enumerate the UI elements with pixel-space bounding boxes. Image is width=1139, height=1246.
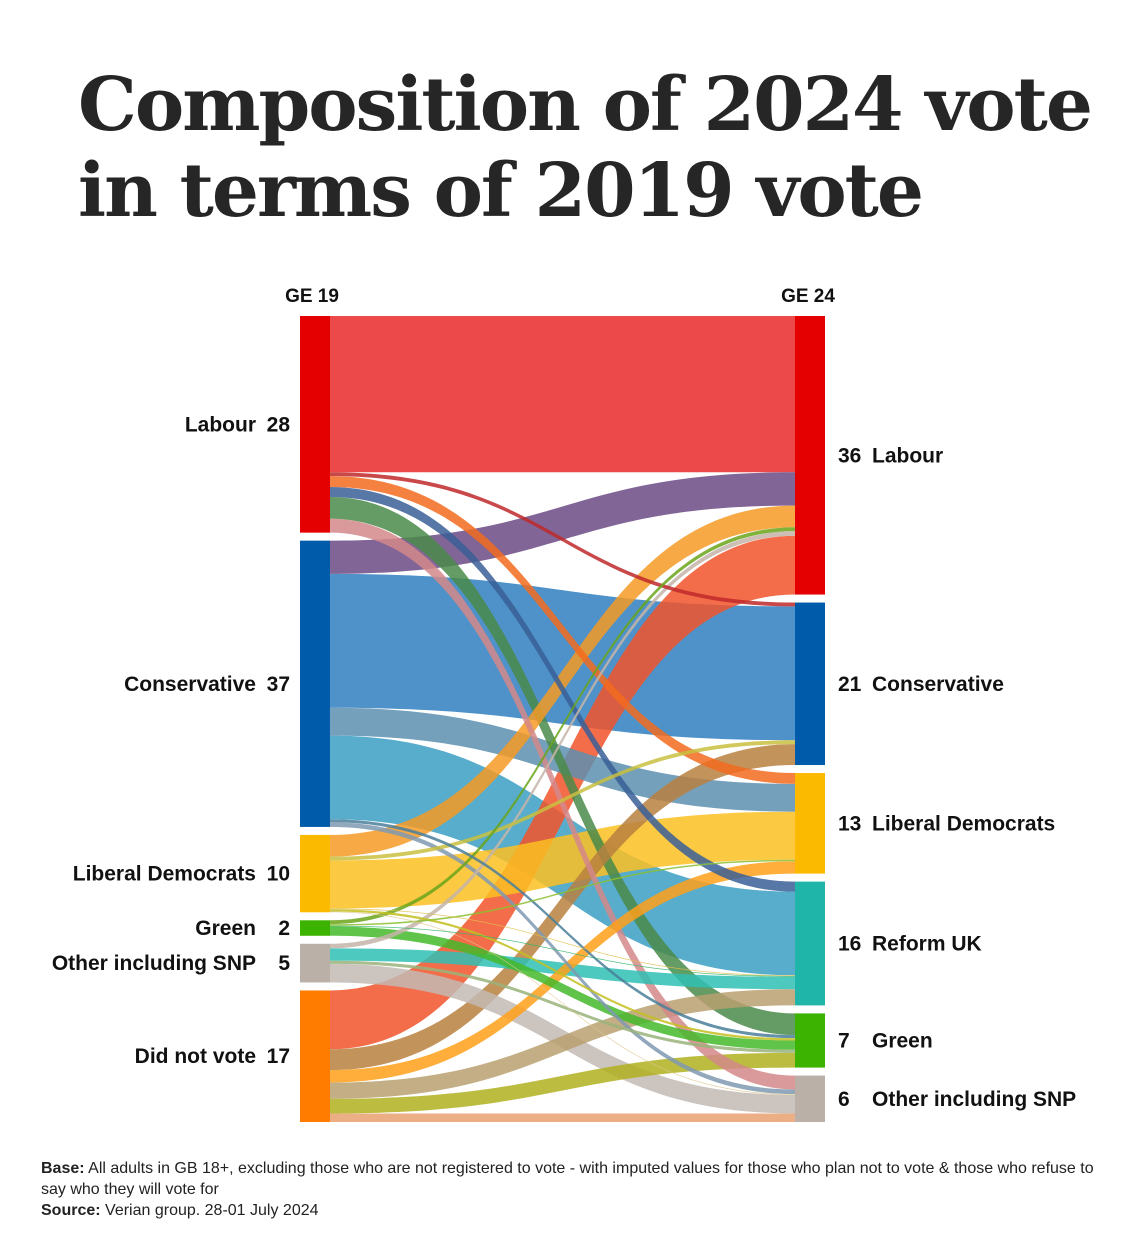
labels-layer: GE 19 GE 24 28 Labour 37 Conservative 10 Libe…	[52, 286, 1076, 1111]
left-node-other-including-snp	[300, 943, 330, 983]
left-node-value-green: 2	[278, 917, 290, 940]
flow-dnv-to-oth	[330, 1113, 795, 1122]
right-node-value-conservative: 21	[838, 673, 862, 696]
source-note: Source: Verian group. 28-01 July 2024	[41, 1200, 1101, 1221]
sankey-chart: GE 19 GE 24 28 Labour 37 Conservative 10 Libe…	[52, 286, 1076, 1122]
left-node-conservative	[300, 540, 330, 827]
right-node-value-labour: 36	[838, 444, 861, 467]
right-node-other-including-snp	[795, 1075, 825, 1122]
flow-lab-to-oth	[330, 518, 795, 1090]
flow-lab-to-lab	[330, 316, 795, 473]
flow-ld-to-ref	[330, 908, 795, 977]
flow-dnv-to-ld	[330, 861, 795, 1083]
flow-ld-to-lab	[330, 505, 795, 857]
flow-ld-to-ld	[330, 811, 795, 909]
flow-lab-to-grn	[330, 497, 795, 1036]
flow-dnv-to-grn	[330, 1052, 795, 1114]
right-node-value-other-including-snp: 6	[838, 1088, 850, 1111]
flow-dnv-to-ref	[330, 989, 795, 1099]
left-axis-header: GE 19	[285, 286, 339, 307]
base-text: All adults in GB 18+, excluding those wh…	[41, 1160, 1094, 1198]
left-node-liberal-democrats	[300, 834, 330, 913]
flow-grn-to-grn	[330, 926, 795, 1050]
flows-layer	[330, 316, 795, 1122]
flow-con-to-grn	[330, 819, 795, 1039]
left-node-green	[300, 920, 330, 936]
flow-ld-to-grn	[330, 909, 795, 1041]
left-node-label-green: Green	[195, 917, 256, 940]
source-label: Source:	[41, 1202, 101, 1219]
left-node-label-did-not-vote: Did not vote	[135, 1045, 256, 1068]
right-node-label-labour: Labour	[872, 444, 943, 467]
left-node-labour	[300, 316, 330, 533]
flow-lab-to-con	[330, 472, 795, 607]
right-node-label-liberal-democrats: Liberal Democrats	[872, 812, 1055, 835]
left-node-label-labour: Labour	[185, 413, 256, 436]
left-node-label-liberal-democrats: Liberal Democrats	[73, 863, 256, 886]
nodes-layer	[300, 316, 825, 1122]
base-note: Base: All adults in GB 18+, excluding th…	[41, 1158, 1101, 1200]
flow-lab-to-ref	[330, 486, 795, 892]
source-text: Verian group. 28-01 July 2024	[105, 1202, 319, 1219]
flow-grn-to-lab	[330, 527, 795, 925]
flow-lab-to-ld	[330, 476, 795, 784]
left-node-value-liberal-democrats: 10	[267, 863, 290, 886]
right-node-value-green: 7	[838, 1029, 850, 1052]
footer-notes: Base: All adults in GB 18+, excluding th…	[41, 1158, 1101, 1221]
flow-grn-to-ref	[330, 925, 795, 977]
flow-grn-to-ld	[330, 859, 795, 926]
flow-dnv-to-con	[330, 744, 795, 1071]
right-node-liberal-democrats	[795, 773, 825, 874]
right-node-conservative	[795, 602, 825, 766]
right-node-green	[795, 1013, 825, 1068]
left-node-label-other-including-snp: Other including SNP	[52, 952, 256, 975]
flow-con-to-oth	[330, 822, 795, 1095]
flow-oth-to-lab	[330, 531, 795, 949]
flow-dnv-to-lab	[330, 535, 795, 1050]
left-node-value-did-not-vote: 17	[267, 1045, 290, 1068]
flow-ld-to-oth	[330, 911, 795, 1095]
chart-title: Composition of 2024 vote in terms of 201…	[78, 62, 1093, 234]
left-node-did-not-vote	[300, 990, 330, 1122]
left-node-value-other-including-snp: 5	[278, 952, 290, 975]
flow-oth-to-grn	[330, 960, 795, 1053]
right-node-label-green: Green	[872, 1029, 933, 1052]
right-node-label-conservative: Conservative	[872, 673, 1004, 696]
flow-ld-to-con	[330, 740, 795, 861]
right-node-label-other-including-snp: Other including SNP	[872, 1088, 1076, 1111]
left-node-label-conservative: Conservative	[124, 673, 256, 696]
right-node-value-reform-uk: 16	[838, 933, 861, 956]
right-node-labour	[795, 316, 825, 595]
right-axis-header: GE 24	[781, 286, 835, 307]
left-node-value-labour: 28	[267, 413, 291, 436]
right-node-value-liberal-democrats: 13	[838, 812, 861, 835]
right-node-label-reform-uk: Reform UK	[872, 933, 982, 956]
left-node-value-conservative: 37	[267, 673, 290, 696]
base-label: Base:	[41, 1160, 85, 1177]
right-node-reform-uk	[795, 881, 825, 1006]
flow-con-to-lab	[330, 472, 795, 574]
